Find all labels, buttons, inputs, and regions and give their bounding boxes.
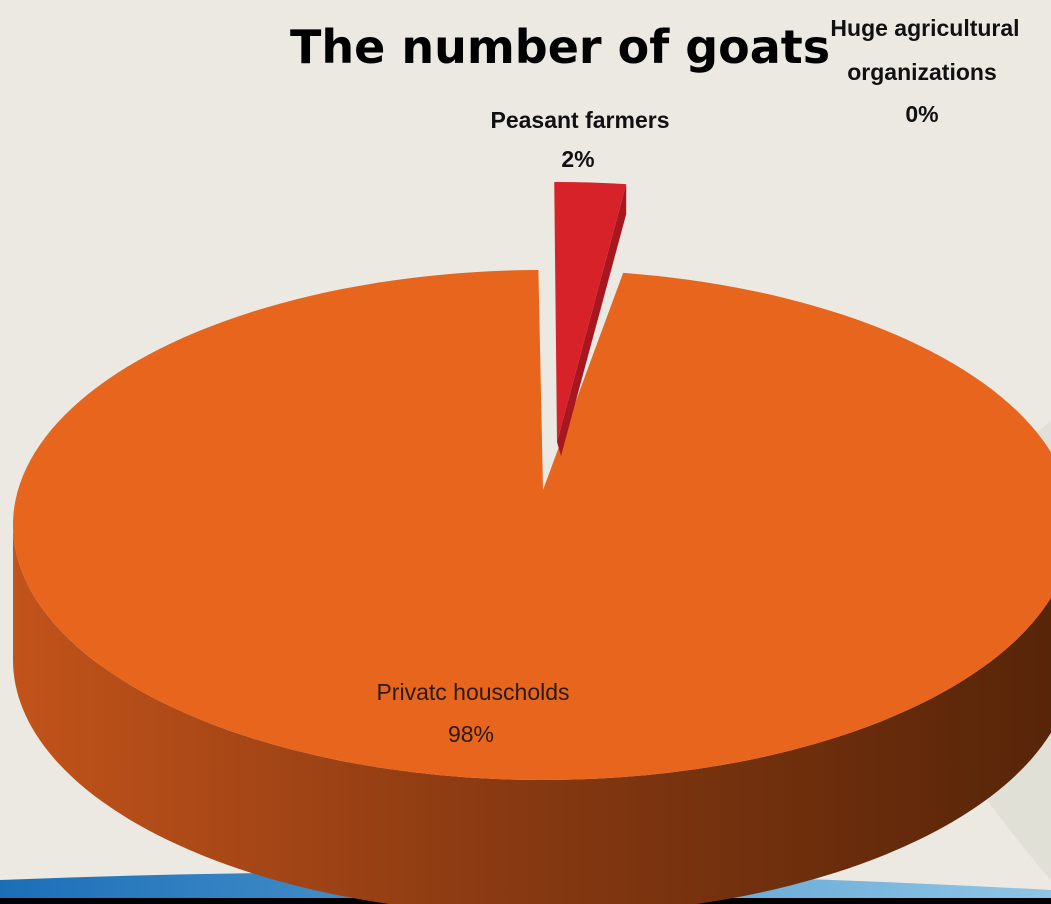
pie-slice-peasant-farmers bbox=[554, 182, 627, 442]
chart-title: The number of goats bbox=[290, 20, 830, 74]
pie-slice-side-peasant-farmers bbox=[557, 184, 627, 456]
data-label-peasant-farmers: Peasant farmers bbox=[491, 107, 670, 133]
pie-slice-side-private-households bbox=[13, 525, 1051, 904]
data-label-private-households: Privatc houscholds bbox=[376, 679, 569, 705]
data-label-huge-agricultural-line2: organizations bbox=[847, 59, 997, 85]
data-label-peasant-farmers-value: 2% bbox=[561, 146, 594, 172]
pie-slice-private-households bbox=[13, 270, 1051, 781]
data-label-private-households-value: 98% bbox=[448, 721, 494, 747]
data-label-huge-agricultural-value: 0% bbox=[905, 101, 938, 127]
data-label-huge-agricultural-line1: Huge agricultural bbox=[830, 15, 1019, 41]
